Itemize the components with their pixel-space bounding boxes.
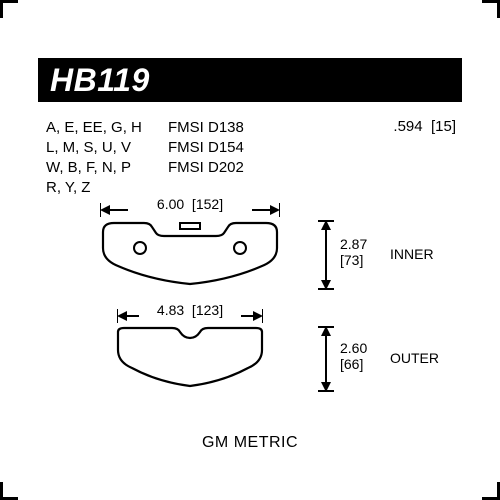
fmsi-line: FMSI D202 <box>168 158 244 178</box>
inner-height-mm: 73 <box>344 252 360 268</box>
outer-height-dim: 2.60 [66] <box>340 340 367 372</box>
inner-pad-outline <box>100 220 280 290</box>
codes-line: R, Y, Z <box>46 178 142 198</box>
thickness-inches: .594 <box>393 118 422 135</box>
compound-codes: A, E, EE, G, H L, M, S, U, V W, B, F, N,… <box>46 118 142 198</box>
codes-line: L, M, S, U, V <box>46 138 142 158</box>
fmsi-line: FMSI D138 <box>168 118 244 138</box>
corner-br <box>482 482 500 500</box>
inner-height-dim: 2.87 [73] <box>340 236 367 268</box>
outer-label: OUTER <box>390 350 439 366</box>
codes-line: W, B, F, N, P <box>46 158 142 178</box>
outer-width-arrow <box>117 309 263 323</box>
outer-height-arrow <box>318 326 334 392</box>
outer-pad-outline <box>100 326 280 392</box>
fmsi-line: FMSI D154 <box>168 138 244 158</box>
thickness-spec: .594 [15] <box>393 118 456 135</box>
outer-height-in: 2.60 <box>340 340 367 356</box>
outer-height-mm: 66 <box>344 356 360 372</box>
corner-tl <box>0 0 18 18</box>
part-number: HB119 <box>50 62 150 98</box>
inner-label: INNER <box>390 246 434 262</box>
diagram-area: 6.00 [152] 2.87 [73] INNER 4.83 [123] <box>40 200 460 430</box>
corner-bl <box>0 482 18 500</box>
thickness-mm: 15 <box>435 118 452 135</box>
inner-height-arrow <box>318 220 334 290</box>
fmsi-codes: FMSI D138 FMSI D154 FMSI D202 <box>168 118 244 178</box>
corner-tr <box>482 0 500 18</box>
inner-height-in: 2.87 <box>340 236 367 252</box>
codes-line: A, E, EE, G, H <box>46 118 142 138</box>
inner-width-arrow <box>100 203 280 217</box>
part-number-header: HB119 <box>38 58 462 102</box>
footer-label: GM METRIC <box>0 434 500 452</box>
